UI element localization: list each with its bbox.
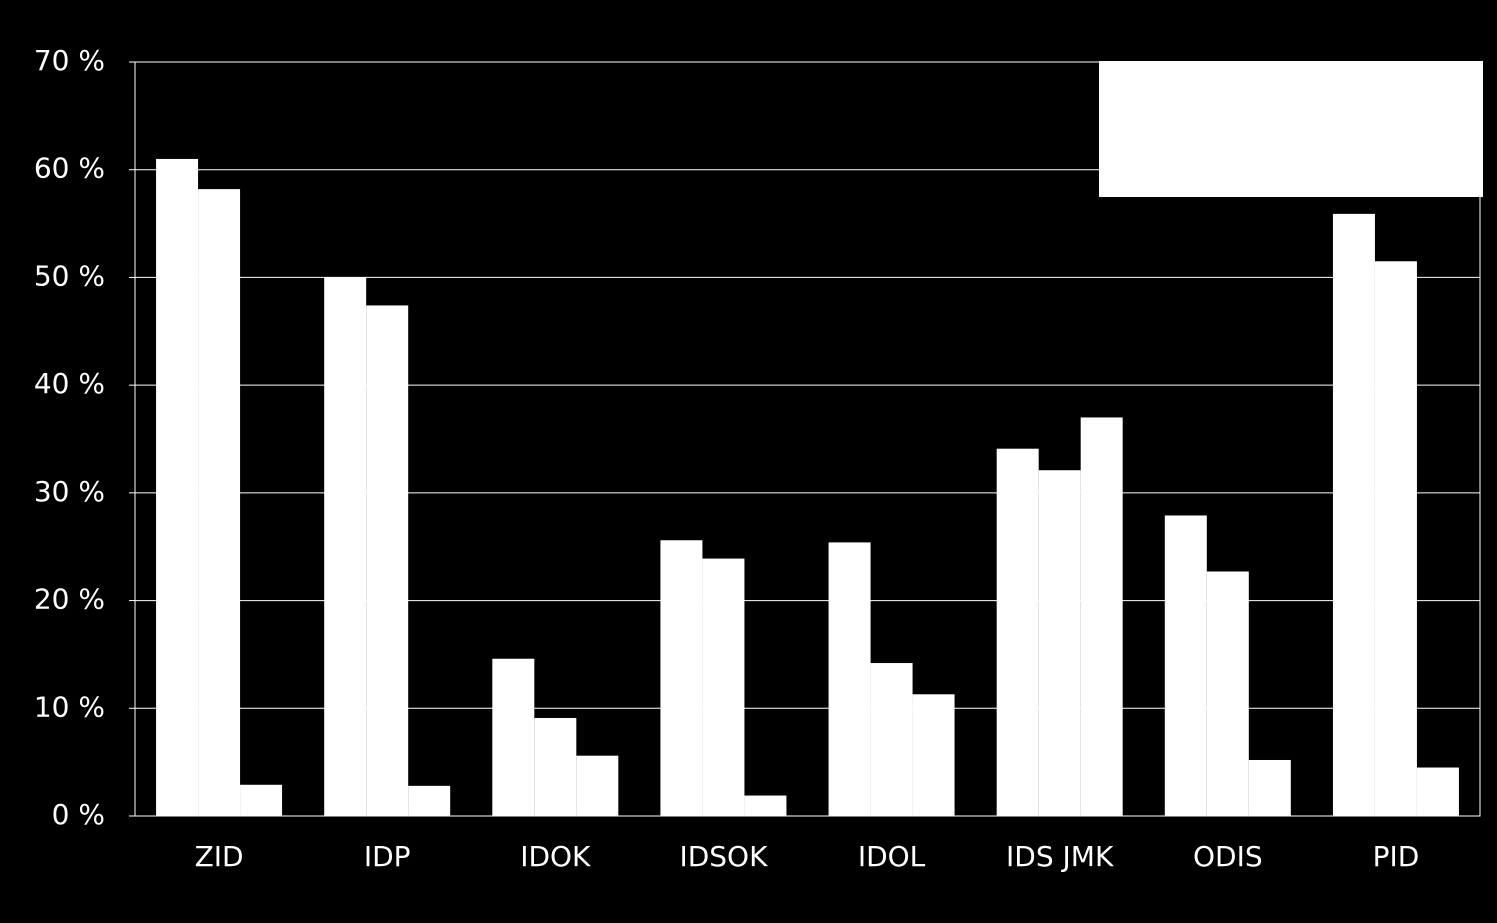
x-tick-label: IDSOK [679, 840, 768, 873]
y-tick-label: 0 % [52, 798, 105, 831]
y-tick-label: 40 % [34, 367, 105, 400]
bar [324, 277, 367, 816]
bar [366, 305, 409, 816]
bar [660, 540, 703, 816]
bar [828, 542, 871, 816]
x-tick-label: ODIS [1193, 840, 1263, 873]
x-tick-label: IDP [364, 840, 411, 873]
y-tick-label: 10 % [34, 690, 105, 723]
bar [744, 795, 787, 816]
bar [1416, 767, 1459, 816]
legend [1099, 61, 1483, 197]
bar [576, 755, 619, 816]
bar [240, 784, 283, 816]
bar [1374, 261, 1417, 816]
bar [1038, 470, 1081, 816]
y-tick-label: 50 % [34, 259, 105, 292]
bar [1164, 515, 1207, 816]
bar [870, 663, 913, 816]
y-tick-label: 20 % [34, 583, 105, 616]
x-tick-label: ZID [195, 840, 244, 873]
x-tick-label: IDS JMK [1006, 840, 1114, 873]
bar [198, 189, 241, 817]
bar [1332, 213, 1375, 816]
bar [492, 658, 535, 816]
bar [996, 448, 1039, 816]
x-tick-label: IDOL [858, 840, 926, 873]
bar [408, 785, 451, 816]
y-tick-label: 70 % [34, 44, 105, 77]
y-tick-label: 60 % [34, 152, 105, 185]
bar [1080, 417, 1123, 816]
x-tick-label: PID [1373, 840, 1420, 873]
x-tick-label: IDOK [520, 840, 591, 873]
bar [156, 158, 199, 816]
bar [1248, 759, 1291, 816]
bar [1206, 571, 1249, 816]
bar [912, 694, 955, 816]
bar [702, 558, 745, 816]
y-tick-label: 30 % [34, 475, 105, 508]
bar [534, 717, 577, 816]
